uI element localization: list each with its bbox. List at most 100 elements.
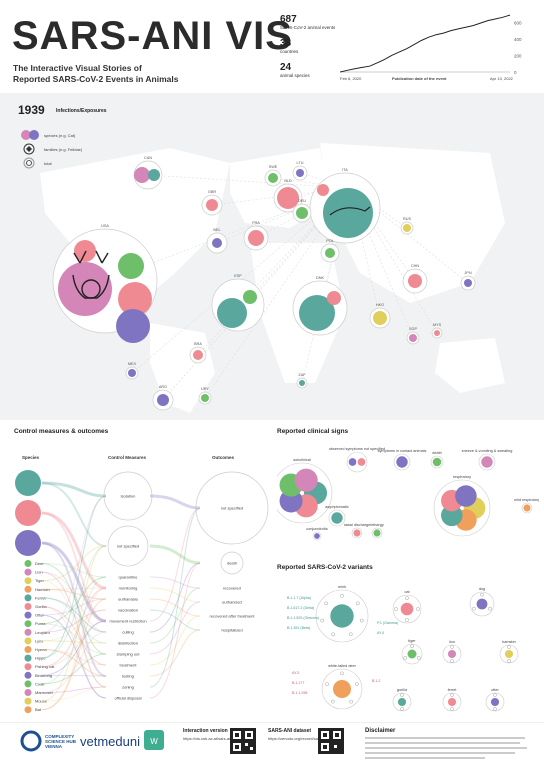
clinical-sign-group[interactable]: nasal discharge [344, 523, 371, 539]
country-bubble[interactable]: HKG [369, 303, 391, 329]
sankey-species-node[interactable] [24, 585, 32, 593]
variant-species-group[interactable]: otter [485, 688, 505, 712]
species-bubble[interactable] [299, 295, 335, 331]
country-bubble[interactable]: DEU [292, 199, 312, 223]
species-bubble[interactable] [296, 169, 304, 177]
sankey-species-node[interactable] [24, 628, 32, 636]
country-bubble[interactable]: USA [52, 224, 158, 343]
sankey-species-node[interactable] [24, 637, 32, 645]
country-bubble[interactable]: JPN [460, 271, 476, 291]
species-bubble[interactable] [201, 394, 209, 402]
variant-species-group[interactable]: white-tailed deer [321, 664, 363, 710]
qr-code-dataset[interactable] [318, 728, 344, 754]
country-bubble[interactable]: NLD [273, 179, 303, 213]
clinical-sign-group[interactable]: death [430, 451, 444, 469]
species-bubble[interactable] [116, 309, 150, 343]
sankey-species-node[interactable] [15, 470, 41, 496]
country-bubble[interactable]: CHN [402, 264, 428, 294]
variant-species-group[interactable]: ferret [442, 688, 462, 712]
country-bubble[interactable]: RUS [400, 217, 414, 235]
species-bubble[interactable] [128, 369, 136, 377]
species-bubble[interactable] [327, 291, 341, 305]
country-bubble[interactable]: DNK [292, 276, 348, 336]
species-bubble[interactable] [408, 274, 422, 288]
sankey-species-node[interactable] [24, 697, 32, 705]
species-bubble[interactable] [58, 262, 112, 316]
species-bubble[interactable] [248, 230, 264, 246]
variant-species-group[interactable]: mink [315, 585, 369, 643]
variant-species-group[interactable]: cat [392, 590, 422, 624]
variant-species-group[interactable]: gorilla [392, 688, 412, 712]
species-bubble[interactable] [296, 207, 308, 219]
country-bubble[interactable]: CAN [133, 156, 163, 190]
qr-code-interactive[interactable] [230, 728, 256, 754]
country-bubble[interactable]: SWE [264, 165, 282, 187]
species-bubble[interactable] [134, 167, 150, 183]
species-bubble[interactable] [118, 282, 152, 316]
species-bubble[interactable] [409, 334, 417, 342]
clinical-sign-group[interactable]: symptoms in contact animals [378, 449, 427, 471]
variant-species-group[interactable]: hamster [499, 640, 519, 664]
species-bubble[interactable] [157, 394, 169, 406]
sankey-species-node[interactable] [24, 620, 32, 628]
sankey-species-node[interactable] [24, 577, 32, 585]
country-bubble[interactable]: ESP [211, 274, 265, 332]
dataset-link[interactable]: https://zenodo.org/record/sars-ani [268, 736, 328, 741]
country-bubble[interactable]: FRA [243, 221, 269, 251]
species-bubble[interactable] [243, 290, 257, 304]
clinical-sign-group[interactable]: lethargy [370, 523, 384, 539]
sankey-species-node[interactable] [24, 646, 32, 653]
country-bubble[interactable]: ZAF [296, 373, 308, 389]
clinical-sign-group[interactable]: sneeze & vomiting & sweating [462, 449, 513, 471]
species-bubble[interactable] [317, 184, 329, 196]
interactive-link[interactable]: https://vis.csh.ac.at/sars-ani/ [183, 736, 234, 741]
country-bubble[interactable]: SGP [406, 327, 420, 345]
variant-species-group[interactable]: lion [442, 640, 462, 664]
sankey-species-node[interactable] [24, 594, 32, 602]
sankey-species-node[interactable] [24, 560, 32, 567]
species-bubble[interactable] [148, 169, 160, 181]
country-bubble[interactable]: GBR [201, 190, 223, 216]
country-bubble[interactable]: POL [320, 239, 340, 263]
clinical-sign-group[interactable]: subclinical [277, 458, 333, 524]
country-bubble[interactable]: BEL [206, 228, 228, 254]
species-bubble[interactable] [434, 330, 440, 336]
species-bubble[interactable] [373, 311, 387, 325]
sankey-species-node[interactable] [24, 671, 32, 679]
sankey-species-node[interactable] [24, 603, 32, 610]
country-bubble[interactable]: LTU [292, 161, 308, 181]
variant-species-group[interactable]: dog [469, 587, 495, 617]
species-bubble[interactable] [277, 187, 299, 209]
clinical-sign-group[interactable]: asymptomatic [325, 505, 349, 527]
species-bubble[interactable] [403, 224, 411, 232]
clinical-sign-group[interactable]: respiratory [433, 475, 491, 537]
species-bubble[interactable] [212, 238, 222, 248]
sankey-species-node[interactable] [24, 611, 32, 619]
country-bubble[interactable]: BRA [189, 342, 207, 364]
country-bubble[interactable]: ARG [152, 385, 174, 411]
species-bubble[interactable] [268, 173, 278, 183]
species-bubble[interactable] [217, 298, 247, 328]
species-bubble[interactable] [325, 248, 335, 258]
sankey-species-node[interactable] [15, 500, 41, 526]
sankey-species-node[interactable] [24, 680, 32, 688]
sankey-species-node[interactable] [24, 654, 32, 662]
clinical-sign-group[interactable]: conjunctivitis [306, 527, 328, 541]
country-bubble[interactable]: URY [198, 387, 212, 405]
sankey-species-node[interactable] [24, 568, 32, 576]
sankey-measure-node[interactable] [103, 471, 153, 521]
country-bubble[interactable]: MEX [125, 362, 139, 380]
sankey-species-node[interactable] [24, 706, 32, 714]
species-bubble[interactable] [206, 199, 218, 211]
variant-species-group[interactable]: tiger [401, 639, 423, 665]
species-bubble[interactable] [118, 253, 144, 279]
sankey-measure-node[interactable] [107, 525, 149, 567]
species-bubble[interactable] [193, 350, 203, 360]
species-bubble[interactable] [323, 188, 373, 238]
clinical-sign-group[interactable]: observed symptoms not specified [329, 447, 385, 473]
sankey-species-node[interactable] [24, 689, 32, 696]
country-bubble[interactable]: MYS [431, 323, 443, 339]
sankey-species-node[interactable] [24, 663, 32, 671]
sankey-outcome-node[interactable] [195, 471, 269, 545]
sankey-outcome-node[interactable] [220, 551, 244, 575]
